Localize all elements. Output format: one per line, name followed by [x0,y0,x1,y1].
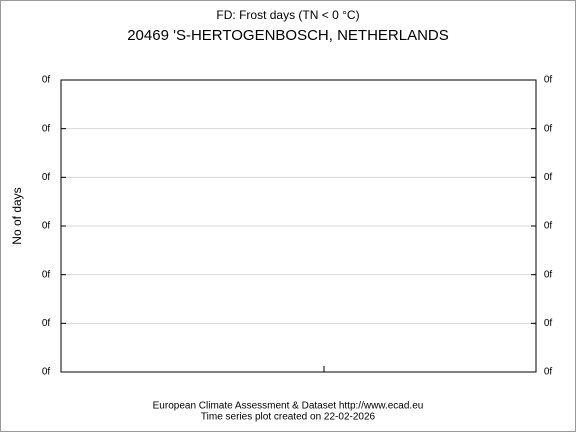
y-tick-label: 0f [42,172,51,183]
y-tick-label: 0f [42,269,51,280]
chart-subtitle: 20469 'S-HERTOGENBOSCH, NETHERLANDS [127,27,449,44]
y-tick-label: 0f [42,75,51,86]
y-tick-label: 0f [42,221,51,232]
y-tick-label: 0f [42,318,51,329]
y2-tick-label: 0f [544,172,553,183]
y-tick-label: 0f [42,123,51,134]
y2-tick-label: 0f [544,318,553,329]
footer: European Climate Assessment & Dataset ht… [153,401,424,412]
footer: Time series plot created on 22-02-2026 [201,412,376,423]
y2-tick-label: 0f [544,221,553,232]
y2-tick-label: 0f [544,123,553,134]
y2-tick-label: 0f [544,269,553,280]
plot-area [60,79,537,373]
y2-tick-label: 0f [544,75,553,86]
chart-title: FD: Frost days (TN < 0 °C) [216,8,359,22]
y-tick-label: 0f [42,367,51,378]
y2-tick-label: 0f [544,367,553,378]
y-axis-label: No of days [10,187,24,244]
